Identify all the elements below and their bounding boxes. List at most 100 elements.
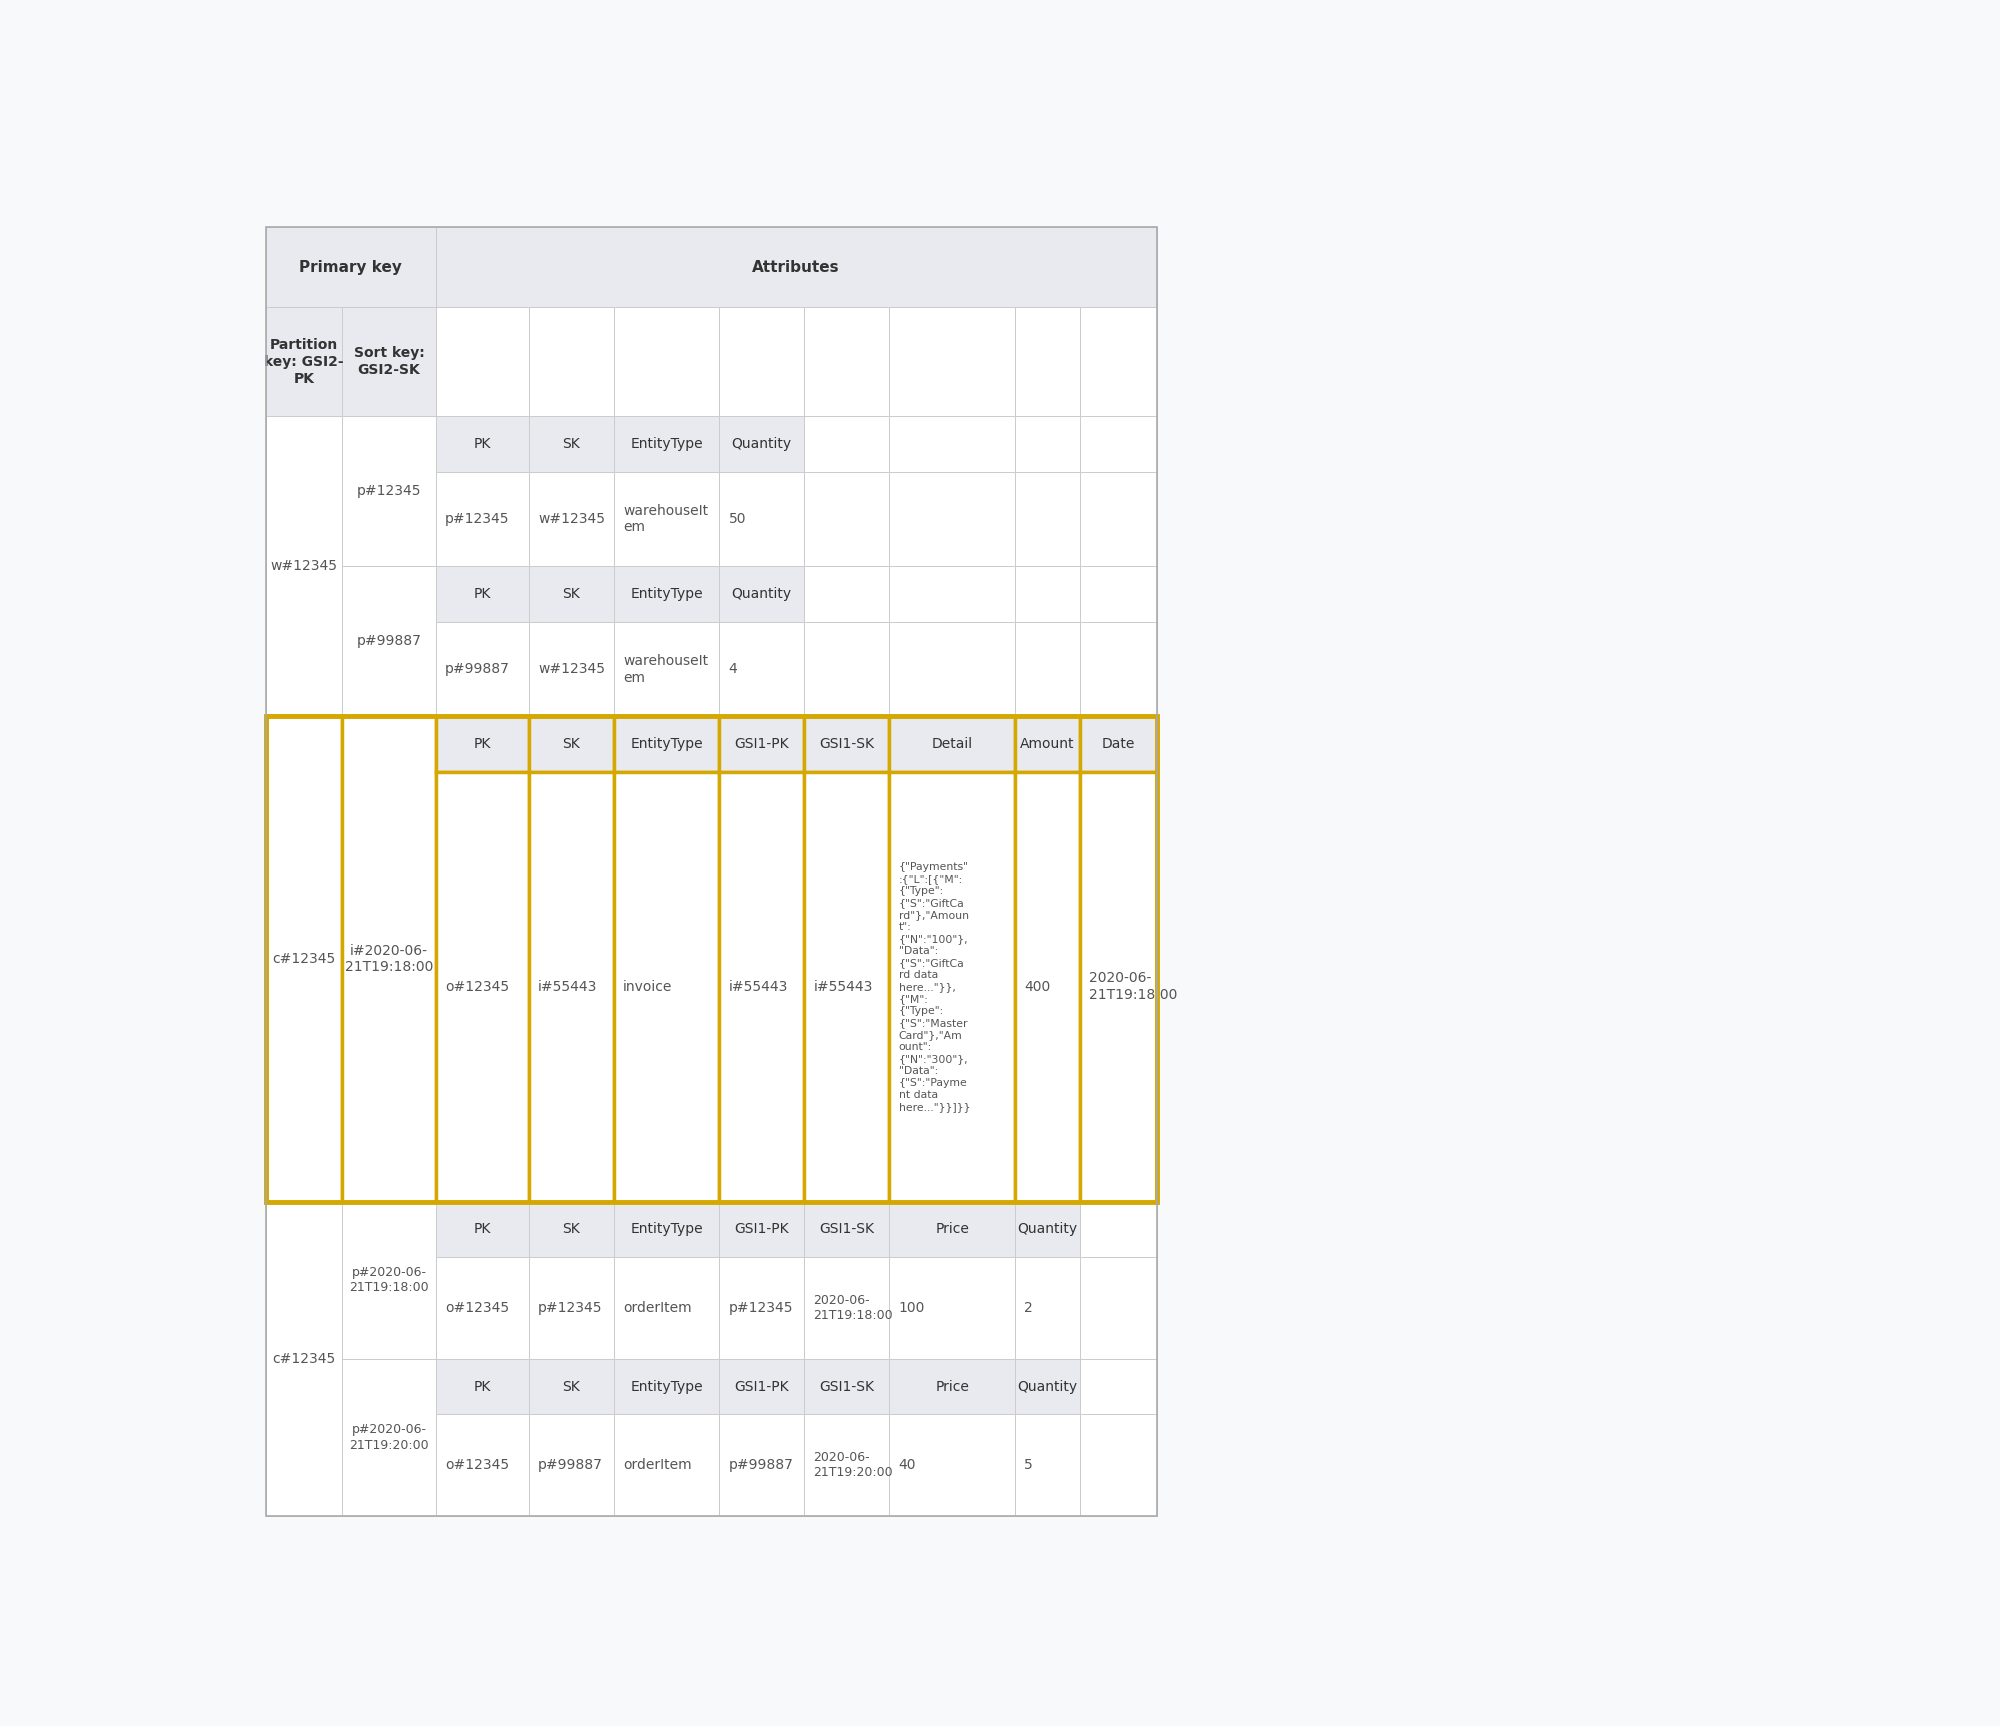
Text: SK: SK [562, 437, 580, 450]
Bar [614, 772, 720, 1201]
Bar [720, 471, 804, 566]
Bar [720, 1201, 804, 1257]
Text: 50: 50 [728, 513, 746, 526]
Bar [266, 307, 342, 416]
Bar [804, 566, 890, 621]
Bar [342, 416, 436, 566]
Bar [1014, 621, 1080, 716]
Text: Partition
key: GSI2-
PK: Partition key: GSI2- PK [264, 338, 344, 385]
Bar [720, 1358, 804, 1414]
Bar [614, 307, 720, 416]
Text: {"Payments"
:{"L":[{"M":
{"Type":
{"S":"GiftCa
rd"},"Amoun
t":
{"N":"100"},
"Dat: {"Payments" :{"L":[{"M": {"Type": {"S":"… [898, 861, 970, 1112]
Bar [266, 228, 436, 307]
Text: SK: SK [562, 737, 580, 751]
Bar [720, 566, 804, 621]
Bar [720, 772, 804, 1201]
Text: p#99887: p#99887 [728, 1458, 794, 1472]
Text: Amount: Amount [1020, 737, 1074, 751]
Bar [436, 772, 528, 1201]
Bar [804, 416, 890, 471]
Bar [614, 1257, 720, 1358]
Text: invoice: invoice [624, 980, 672, 994]
Bar [528, 621, 614, 716]
Bar [436, 1257, 528, 1358]
Bar [804, 1201, 890, 1257]
Bar [342, 1358, 436, 1515]
Text: Price: Price [936, 1222, 970, 1236]
Bar [804, 1414, 890, 1515]
Text: p#99887: p#99887 [538, 1458, 602, 1472]
Text: GSI1-SK: GSI1-SK [820, 737, 874, 751]
Bar [720, 1414, 804, 1515]
Bar [720, 1257, 804, 1358]
Text: p#99887: p#99887 [356, 635, 422, 649]
Text: o#12345: o#12345 [444, 980, 510, 994]
Bar [528, 307, 614, 416]
Bar [614, 471, 720, 566]
Text: p#12345: p#12345 [538, 1301, 602, 1315]
Bar [528, 1257, 614, 1358]
Text: 400: 400 [1024, 980, 1050, 994]
Bar [804, 1358, 890, 1414]
Bar [804, 772, 890, 1201]
Bar [804, 307, 890, 416]
Text: w#12345: w#12345 [538, 513, 606, 526]
Bar [266, 716, 342, 1201]
Bar [614, 621, 720, 716]
Bar [890, 1257, 1014, 1358]
Text: GSI1-PK: GSI1-PK [734, 1222, 790, 1236]
Text: 5: 5 [1024, 1458, 1034, 1472]
Text: i#55443: i#55443 [728, 980, 788, 994]
Text: Quantity: Quantity [1018, 1379, 1078, 1393]
Bar [1014, 1257, 1080, 1358]
Text: p#2020-06-
21T19:18:00: p#2020-06- 21T19:18:00 [350, 1265, 428, 1294]
Bar [614, 1358, 720, 1414]
Bar [614, 416, 720, 471]
Bar [436, 471, 528, 566]
Text: PK: PK [474, 737, 490, 751]
Bar [1080, 772, 1156, 1201]
Text: p#2020-06-
21T19:20:00: p#2020-06- 21T19:20:00 [350, 1424, 428, 1452]
Bar [1014, 471, 1080, 566]
Text: orderItem: orderItem [624, 1458, 692, 1472]
Bar [528, 1201, 614, 1257]
Text: GSI1-PK: GSI1-PK [734, 737, 790, 751]
Bar [436, 228, 1156, 307]
Bar [1014, 1201, 1080, 1257]
Text: o#12345: o#12345 [444, 1301, 510, 1315]
Bar [528, 566, 614, 621]
Text: c#12345: c#12345 [272, 1351, 336, 1365]
Bar [528, 772, 614, 1201]
Bar [890, 1414, 1014, 1515]
Bar [266, 416, 342, 716]
Text: SK: SK [562, 587, 580, 601]
Bar [1014, 1358, 1080, 1414]
Bar [614, 566, 720, 621]
Text: Price: Price [936, 1379, 970, 1393]
Text: p#12345: p#12345 [728, 1301, 794, 1315]
Bar [1080, 416, 1156, 471]
Text: i#2020-06-
21T19:18:00: i#2020-06- 21T19:18:00 [344, 944, 434, 975]
Bar [804, 716, 890, 772]
Bar [890, 1201, 1014, 1257]
Text: warehouseIt
em: warehouseIt em [624, 654, 708, 685]
Text: 4: 4 [728, 663, 738, 677]
Text: 100: 100 [898, 1301, 926, 1315]
Bar [890, 1358, 1014, 1414]
Text: p#12345: p#12345 [444, 513, 510, 526]
Text: Detail: Detail [932, 737, 972, 751]
Bar [1014, 716, 1080, 772]
Text: 2020-06-
21T19:18:00: 2020-06- 21T19:18:00 [1090, 972, 1178, 1003]
Bar [528, 416, 614, 471]
Bar [890, 621, 1014, 716]
Text: PK: PK [474, 1222, 490, 1236]
Text: i#55443: i#55443 [538, 980, 598, 994]
Text: EntityType: EntityType [630, 1222, 702, 1236]
Bar [342, 566, 436, 716]
Bar [436, 1358, 528, 1414]
Bar [1014, 1414, 1080, 1515]
Text: i#55443: i#55443 [814, 980, 872, 994]
Bar [720, 416, 804, 471]
Text: GSI1-SK: GSI1-SK [820, 1379, 874, 1393]
Bar [614, 716, 720, 772]
